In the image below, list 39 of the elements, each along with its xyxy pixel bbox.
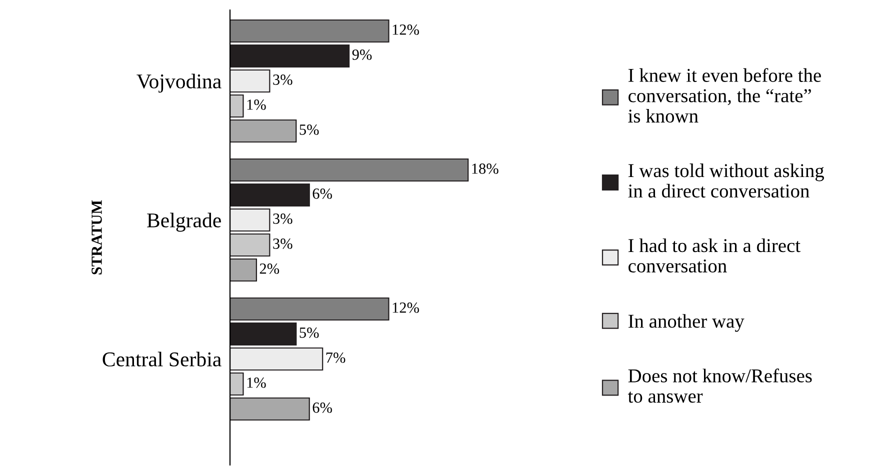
data-label: 7% xyxy=(326,352,346,363)
legend-label: I had to ask in a direct conversation xyxy=(628,238,800,273)
legend-label: In another way xyxy=(628,314,744,332)
bar xyxy=(230,347,324,371)
legend-label: I was told without asking in a direct conversation xyxy=(628,164,824,198)
data-label: 12% xyxy=(392,302,419,313)
data-label: 5% xyxy=(300,328,319,338)
y-axis-title: STRATUM xyxy=(92,200,102,274)
bar xyxy=(230,297,390,321)
bar xyxy=(230,233,270,257)
data-label: 3% xyxy=(273,214,292,224)
data-label: 6% xyxy=(312,402,332,413)
data-label: 2% xyxy=(260,264,280,274)
y-tick-label: Belgrade xyxy=(147,212,221,232)
legend-label: Does not know/Refuses to answer xyxy=(628,368,812,403)
bar xyxy=(230,397,310,421)
data-label: 1% xyxy=(247,378,266,388)
data-label: 6% xyxy=(312,188,332,199)
bar xyxy=(230,19,390,43)
bar xyxy=(230,258,258,282)
data-label: 12% xyxy=(392,24,419,35)
bar xyxy=(230,208,270,232)
bar xyxy=(230,69,270,93)
data-label: 3% xyxy=(273,74,292,85)
bar xyxy=(230,44,350,68)
bar xyxy=(230,94,244,118)
bar xyxy=(230,372,244,396)
data-label: 3% xyxy=(273,238,292,249)
data-label: 18% xyxy=(472,164,498,174)
bar xyxy=(230,158,469,182)
legend-label: I knew it even before the conversation, the “rate” is known xyxy=(628,68,821,123)
y-tick-label: Vojvodina xyxy=(136,74,222,93)
data-label: 1% xyxy=(247,100,266,110)
bar xyxy=(230,183,310,207)
y-tick-label: Central Serbia xyxy=(102,352,222,366)
data-label: 5% xyxy=(300,124,319,135)
bar xyxy=(230,119,297,143)
bar xyxy=(230,322,297,346)
data-label: 9% xyxy=(352,50,372,60)
